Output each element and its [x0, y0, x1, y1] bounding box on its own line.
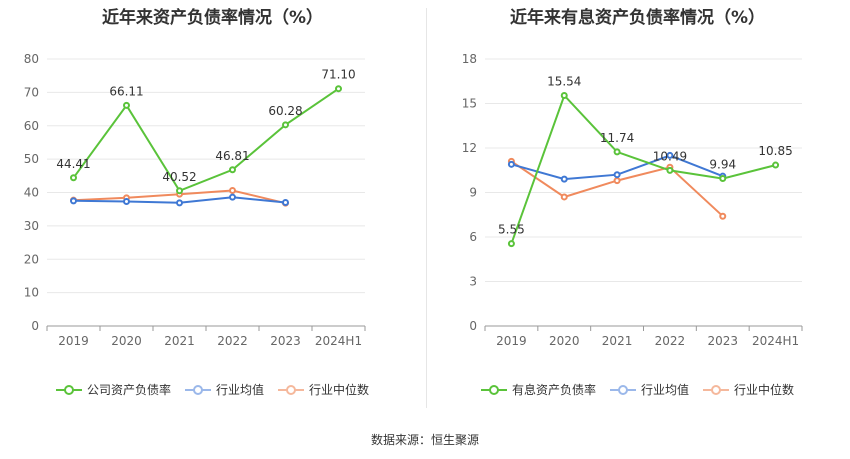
legend-item-industry-median[interactable]: 行业中位数 [703, 381, 794, 398]
chart-title: 近年来资产负债率情况（%） [101, 8, 324, 28]
data-label: 44.41 [56, 157, 90, 171]
x-tick-label: 2019 [58, 334, 89, 348]
y-tick-label: 9 [469, 186, 477, 200]
x-tick-label: 2023 [270, 334, 301, 348]
x-tick-label: 2024H1 [315, 334, 362, 348]
data-point [719, 175, 727, 183]
data-point [613, 171, 621, 179]
legend-label: 行业均值 [640, 383, 689, 397]
data-point [123, 101, 130, 109]
legend-swatch-icon [703, 384, 729, 395]
legend-swatch-icon [55, 384, 82, 395]
series-line [510, 93, 776, 245]
legend-swatch-icon [184, 384, 211, 395]
y-tick-label: 6 [469, 230, 477, 244]
x-tick-label: 2022 [217, 334, 248, 348]
data-point [176, 199, 183, 207]
y-tick-label: 3 [469, 275, 477, 289]
legend-item-company[interactable]: 公司资产负债率 [55, 381, 171, 398]
data-label: 10.49 [653, 149, 687, 163]
legend-item-interest-bearing[interactable]: 有息资产负债率 [480, 381, 596, 398]
chart-panel-debt-ratio: 近年来资产负债率情况（%） 0 10 20 30 40 50 60 70 80 2019 2020 2… [0, 0, 425, 420]
series-line [72, 87, 340, 193]
y-tick-label: 80 [24, 52, 39, 66]
y-tick-label: 60 [24, 119, 39, 133]
data-point [560, 91, 568, 99]
x-tick-label: 2023 [707, 334, 738, 348]
panel-divider [426, 8, 427, 408]
y-tick-label: 20 [24, 252, 39, 266]
legend-label: 公司资产负债率 [86, 383, 171, 397]
legend-label: 行业均值 [215, 383, 264, 397]
data-point [229, 166, 236, 174]
data-point [335, 85, 342, 93]
y-tick-label: 12 [462, 141, 477, 155]
data-point [613, 177, 621, 185]
data-label: 40.52 [162, 170, 196, 184]
data-point [282, 121, 289, 129]
data-point [613, 148, 621, 156]
legend-swatch-icon [278, 384, 304, 395]
y-tick-label: 50 [24, 152, 39, 166]
data-point [176, 187, 183, 195]
y-tick-label: 40 [24, 186, 39, 200]
x-tick-label: 2024H1 [752, 334, 799, 348]
data-source-note: 数据来源：恒生聚源 [370, 433, 479, 447]
y-tick-label: 15 [462, 97, 477, 111]
y-tick-label: 0 [469, 319, 477, 333]
legend-item-industry-mean[interactable]: 行业均值 [184, 381, 264, 398]
data-point [666, 166, 674, 174]
data-label: 66.11 [109, 84, 143, 98]
data-label: 46.81 [215, 149, 249, 163]
data-point [772, 161, 780, 169]
data-point [560, 175, 568, 183]
legend-item-industry-median[interactable]: 行业中位数 [278, 381, 369, 398]
data-label: 60.28 [268, 104, 302, 118]
x-tick-label: 2022 [655, 334, 686, 348]
data-point [507, 160, 515, 168]
y-tick-label: 10 [24, 286, 39, 300]
data-point [70, 197, 77, 205]
legend-swatch-icon [480, 384, 507, 395]
x-tick-label: 2021 [602, 334, 633, 348]
data-point [666, 151, 674, 159]
x-tick-label: 2021 [164, 334, 195, 348]
data-label: 5.55 [498, 223, 525, 237]
data-label: 15.54 [547, 74, 581, 88]
chart-legend: 公司资产负债率 行业均值 行业中位数 [0, 381, 425, 398]
data-point [507, 240, 515, 248]
data-point [719, 212, 727, 220]
data-point [229, 193, 236, 201]
data-point [70, 174, 77, 182]
data-label: 71.10 [321, 68, 355, 82]
series-line [510, 160, 724, 217]
y-tick-label: 30 [24, 219, 39, 233]
data-point [123, 198, 130, 206]
data-point [229, 186, 236, 194]
data-label: 9.94 [709, 158, 736, 172]
y-tick-label: 0 [31, 319, 39, 333]
legend-label: 行业中位数 [734, 383, 795, 397]
legend-swatch-icon [609, 384, 636, 395]
data-label: 11.74 [600, 131, 634, 145]
legend-label: 行业中位数 [309, 383, 370, 397]
chart-title: 近年来有息资产负债率情况（%） [509, 8, 766, 28]
chart-svg-debt-ratio: 0 10 20 30 40 50 60 70 80 2019 2020 2021 2022 2023 202… [24, 52, 366, 348]
chart-legend: 有息资产负债率 行业均值 行业中位数 [425, 381, 850, 398]
y-tick-label: 18 [462, 52, 477, 66]
chart-panel-interest-bearing-ratio: 近年来有息资产负债率情况（%） 0 3 6 9 12 15 18 2019 2020 2021 20… [425, 0, 850, 420]
x-tick-label: 2020 [549, 334, 580, 348]
chart-svg-interest-bearing-ratio: 0 3 6 9 12 15 18 2019 2020 2021 2022 2023 2024H1 5.55… [462, 52, 803, 348]
x-tick-label: 2019 [496, 334, 527, 348]
x-tick-label: 2020 [111, 334, 142, 348]
data-label: 10.85 [758, 144, 792, 158]
data-point [560, 193, 568, 201]
data-point [282, 199, 289, 207]
legend-label: 有息资产负债率 [511, 383, 596, 397]
legend-item-industry-mean[interactable]: 行业均值 [609, 381, 689, 398]
y-tick-label: 70 [24, 85, 39, 99]
